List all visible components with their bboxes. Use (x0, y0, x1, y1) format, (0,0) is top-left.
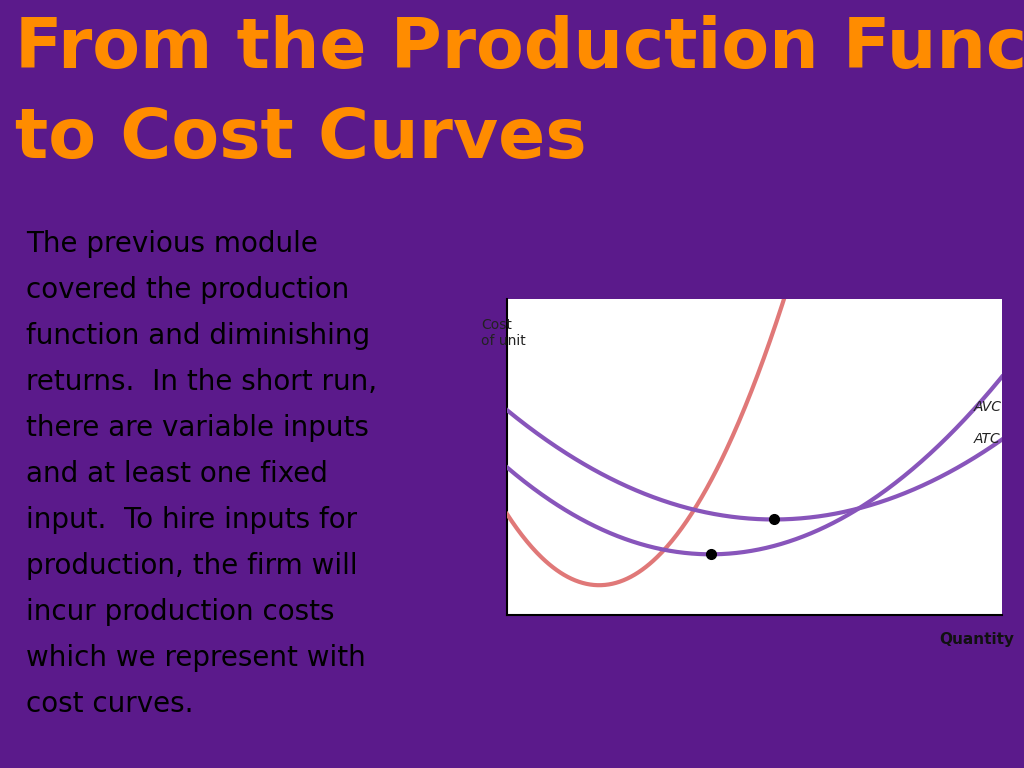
Text: Cost
of unit: Cost of unit (481, 318, 526, 349)
Text: returns.  In the short run,: returns. In the short run, (26, 368, 377, 396)
Text: ATC: ATC (974, 432, 1000, 445)
Text: production, the firm will: production, the firm will (26, 551, 357, 580)
Text: AVC: AVC (974, 399, 1001, 414)
Text: which we represent with: which we represent with (26, 644, 366, 671)
Text: to Cost Curves: to Cost Curves (15, 105, 587, 172)
Text: function and diminishing: function and diminishing (26, 322, 370, 349)
Text: The previous module: The previous module (26, 230, 317, 258)
Text: input.  To hire inputs for: input. To hire inputs for (26, 505, 357, 534)
Text: there are variable inputs: there are variable inputs (26, 414, 369, 442)
Text: Quantity: Quantity (939, 632, 1014, 647)
Text: From the Production Function: From the Production Function (15, 15, 1024, 82)
Text: and at least one fixed: and at least one fixed (26, 459, 328, 488)
Text: cost curves.: cost curves. (26, 690, 194, 717)
Text: incur production costs: incur production costs (26, 598, 335, 626)
Text: covered the production: covered the production (26, 276, 349, 304)
